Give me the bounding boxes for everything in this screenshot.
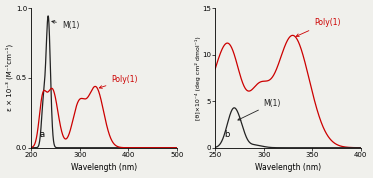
Y-axis label: [θ]×10⁻⁴ (deg cm² dmol⁻¹): [θ]×10⁻⁴ (deg cm² dmol⁻¹) [195,36,201,120]
Text: b: b [224,130,229,139]
Text: Poly(1): Poly(1) [296,18,341,36]
Text: a: a [40,130,45,139]
Text: M(1): M(1) [238,99,281,120]
Text: Poly(1): Poly(1) [99,75,138,88]
X-axis label: Wavelength (nm): Wavelength (nm) [71,163,137,172]
Text: M(1): M(1) [52,20,79,30]
Y-axis label: ε × 10⁻³ (M⁻¹cm⁻¹): ε × 10⁻³ (M⁻¹cm⁻¹) [6,44,13,111]
X-axis label: Wavelength (nm): Wavelength (nm) [255,163,321,172]
